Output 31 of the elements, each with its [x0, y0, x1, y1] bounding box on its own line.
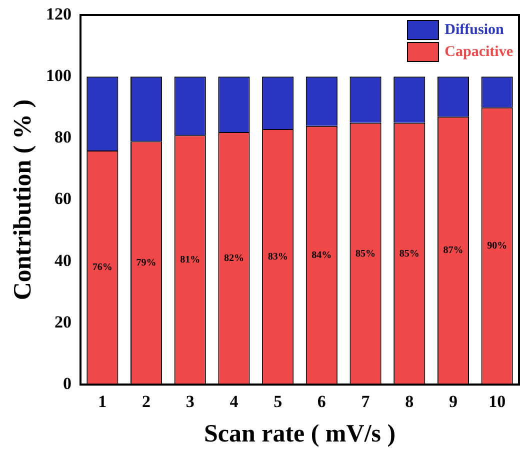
text: Capacitive — [444, 44, 513, 60]
data-label: 83% — [268, 251, 288, 262]
data-label: 76% — [92, 262, 112, 274]
x-axis-title: Scan rate ( mV/s ) — [204, 420, 396, 448]
data-label: 82% — [224, 252, 244, 264]
y-tick-label: 0 — [63, 374, 72, 393]
x-tick-label: 6 — [317, 392, 326, 412]
y-tick-label: 60 — [54, 189, 72, 208]
x-tick-label: 1 — [98, 392, 107, 412]
data-label: 81% — [180, 254, 200, 266]
data-label: 84% — [312, 250, 332, 261]
x-tick-label: 4 — [230, 392, 239, 412]
x-tick-label: 7 — [361, 392, 370, 412]
data-label: 90% — [487, 240, 508, 252]
x-tick-label: 10 — [488, 392, 506, 412]
data-label: 85% — [356, 248, 376, 260]
data-label: 85% — [399, 248, 420, 260]
data-label: 87% — [443, 245, 464, 256]
x-tick-label: 9 — [448, 392, 458, 412]
y-tick-label: 120 — [46, 4, 72, 24]
x-tick-label: 3 — [186, 392, 194, 412]
y-tick-label: 100 — [46, 66, 72, 85]
x-tick-label: 8 — [405, 392, 414, 412]
x-tick-label: 5 — [274, 392, 282, 412]
y-axis-title: Contribution ( % ) — [9, 99, 36, 300]
y-tick-label: 20 — [54, 312, 72, 332]
data-label: 79% — [136, 258, 156, 269]
x-tick-label: 2 — [142, 392, 151, 412]
y-tick-label: 40 — [54, 250, 72, 270]
legend-label: Diffusion — [444, 22, 504, 38]
y-tick-label: 80 — [54, 128, 72, 147]
